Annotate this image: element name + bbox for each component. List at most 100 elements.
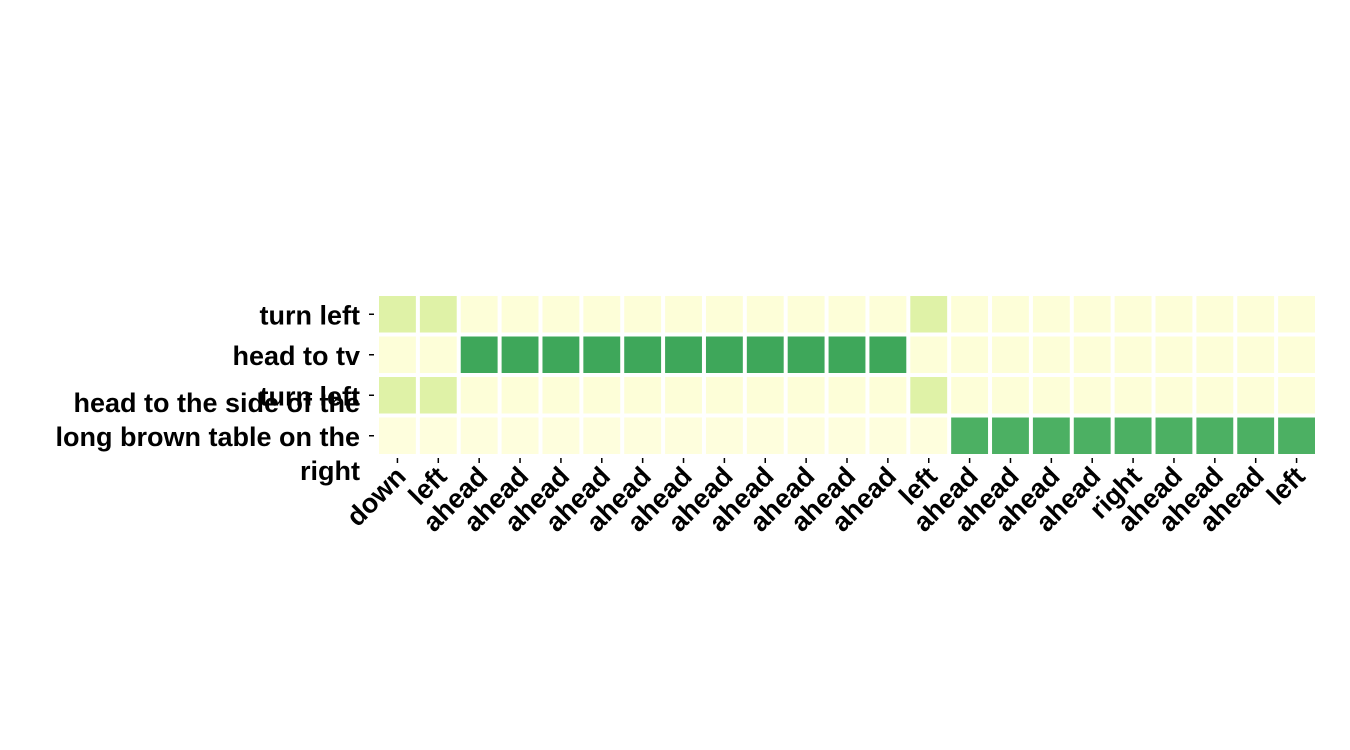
heatmap-cell-r3-c8 xyxy=(705,417,743,454)
heatmap-cell-r0-c12 xyxy=(869,296,907,333)
heatmap-cell-r3-c13 xyxy=(910,417,948,454)
heatmap-cell-r2-c17 xyxy=(1073,377,1111,414)
heatmap-cell-r1-c5 xyxy=(583,336,621,373)
heatmap-cells xyxy=(379,296,1315,454)
heatmap-cell-r1-c17 xyxy=(1073,336,1111,373)
y-tick-label: head to the side of the long brown table … xyxy=(56,388,360,486)
heatmap-cell-r3-c20 xyxy=(1196,417,1234,454)
heatmap-cell-r1-c7 xyxy=(665,336,702,373)
heatmap-cell-r2-c2 xyxy=(460,377,498,414)
y-tick-label-line: head to the side of the xyxy=(73,388,360,418)
heatmap-cell-r0-c8 xyxy=(705,296,743,333)
heatmap-cell-r1-c21 xyxy=(1237,336,1275,373)
y-tick-label-line: turn left xyxy=(260,300,361,330)
x-axis: downleftaheadaheadaheadaheadaheadaheadah… xyxy=(341,458,1311,537)
heatmap-cell-r3-c5 xyxy=(583,417,621,454)
y-tick-label-line: turn left xyxy=(260,381,361,411)
heatmap-cell-r3-c17 xyxy=(1073,417,1111,454)
heatmap-cell-r0-c1 xyxy=(419,296,457,333)
heatmap-cell-r1-c20 xyxy=(1196,336,1234,373)
heatmap-cell-r3-c7 xyxy=(665,417,702,454)
heatmap-cell-r2-c14 xyxy=(951,377,989,414)
heatmap-cell-r2-c21 xyxy=(1237,377,1275,414)
heatmap-cell-r3-c12 xyxy=(869,417,907,454)
heatmap-cell-r0-c0 xyxy=(379,296,416,333)
heatmap-cell-r0-c22 xyxy=(1278,296,1315,333)
heatmap-cell-r2-c1 xyxy=(419,377,457,414)
heatmap-cell-r0-c17 xyxy=(1073,296,1111,333)
heatmap-cell-r2-c7 xyxy=(665,377,702,414)
heatmap-cell-r0-c21 xyxy=(1237,296,1275,333)
heatmap-cell-r0-c18 xyxy=(1114,296,1152,333)
heatmap-cell-r2-c15 xyxy=(992,377,1029,414)
heatmap-cell-r0-c10 xyxy=(787,296,825,333)
heatmap-cell-r1-c11 xyxy=(828,336,866,373)
heatmap-cell-r1-c12 xyxy=(869,336,907,373)
heatmap-cell-r1-c3 xyxy=(501,336,539,373)
heatmap-cell-r3-c22 xyxy=(1278,417,1315,454)
heatmap-cell-r0-c11 xyxy=(828,296,866,333)
heatmap-cell-r3-c21 xyxy=(1237,417,1275,454)
heatmap-cell-r0-c9 xyxy=(746,296,784,333)
heatmap-cell-r2-c10 xyxy=(787,377,825,414)
y-tick-label-line: head to tv xyxy=(232,341,360,371)
heatmap-cell-r3-c0 xyxy=(379,417,416,454)
heatmap-cell-r1-c18 xyxy=(1114,336,1152,373)
heatmap-cell-r1-c14 xyxy=(951,336,989,373)
heatmap-cell-r2-c11 xyxy=(828,377,866,414)
heatmap-cell-r2-c16 xyxy=(1032,377,1070,414)
heatmap-cell-r2-c19 xyxy=(1155,377,1193,414)
heatmap-cell-r1-c6 xyxy=(624,336,662,373)
y-tick-label: turn left xyxy=(260,381,361,411)
y-tick-label-line: right xyxy=(300,456,360,486)
heatmap-cell-r2-c3 xyxy=(501,377,539,414)
heatmap-cell-r1-c0 xyxy=(379,336,416,373)
heatmap-cell-r2-c8 xyxy=(705,377,743,414)
heatmap-cell-r1-c9 xyxy=(746,336,784,373)
heatmap-cell-r0-c5 xyxy=(583,296,621,333)
heatmap-cell-r1-c8 xyxy=(705,336,743,373)
heatmap-cell-r0-c13 xyxy=(910,296,948,333)
heatmap-cell-r2-c9 xyxy=(746,377,784,414)
heatmap-cell-r0-c14 xyxy=(951,296,989,333)
heatmap-cell-r3-c16 xyxy=(1032,417,1070,454)
heatmap-cell-r0-c2 xyxy=(460,296,498,333)
heatmap-cell-r3-c14 xyxy=(951,417,989,454)
heatmap-cell-r3-c3 xyxy=(501,417,539,454)
heatmap-cell-r3-c19 xyxy=(1155,417,1193,454)
heatmap-cell-r3-c11 xyxy=(828,417,866,454)
heatmap-cell-r3-c15 xyxy=(992,417,1029,454)
y-tick-label-line: long brown table on the xyxy=(56,422,360,452)
heatmap-cell-r0-c4 xyxy=(542,296,580,333)
heatmap-cell-r1-c10 xyxy=(787,336,825,373)
heatmap-cell-r0-c15 xyxy=(992,296,1029,333)
heatmap-cell-r2-c6 xyxy=(624,377,662,414)
heatmap-cell-r2-c22 xyxy=(1278,377,1315,414)
heatmap-cell-r1-c13 xyxy=(910,336,948,373)
heatmap-cell-r3-c1 xyxy=(419,417,457,454)
heatmap-cell-r3-c9 xyxy=(746,417,784,454)
heatmap-cell-r2-c20 xyxy=(1196,377,1234,414)
heatmap-cell-r2-c12 xyxy=(869,377,907,414)
heatmap-cell-r0-c3 xyxy=(501,296,539,333)
y-tick-label: head to tv xyxy=(232,341,360,371)
heatmap-cell-r0-c19 xyxy=(1155,296,1193,333)
heatmap-cell-r3-c2 xyxy=(460,417,498,454)
x-tick-label: left xyxy=(1261,461,1311,511)
heatmap-cell-r0-c16 xyxy=(1032,296,1070,333)
heatmap-cell-r1-c22 xyxy=(1278,336,1315,373)
heatmap-cell-r1-c19 xyxy=(1155,336,1193,373)
heatmap-cell-r2-c18 xyxy=(1114,377,1152,414)
heatmap-cell-r1-c16 xyxy=(1032,336,1070,373)
heatmap-cell-r1-c4 xyxy=(542,336,580,373)
heatmap-cell-r0-c6 xyxy=(624,296,662,333)
heatmap-cell-r2-c4 xyxy=(542,377,580,414)
heatmap-cell-r1-c15 xyxy=(992,336,1029,373)
heatmap-cell-r2-c0 xyxy=(379,377,416,414)
heatmap-cell-r1-c1 xyxy=(419,336,457,373)
heatmap-cell-r3-c10 xyxy=(787,417,825,454)
heatmap-cell-r3-c6 xyxy=(624,417,662,454)
